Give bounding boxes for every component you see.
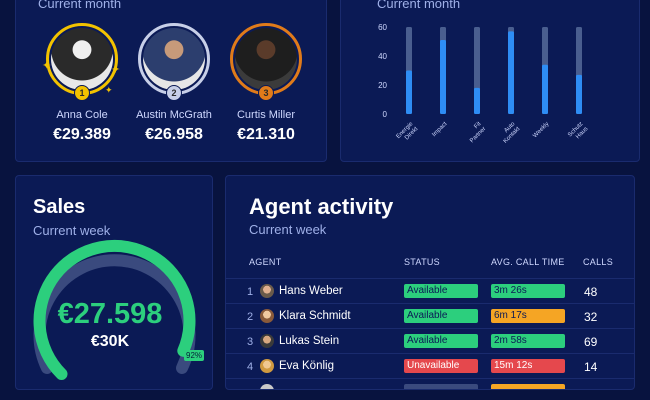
row-number: 4: [247, 361, 254, 373]
status-badge: [404, 384, 478, 389]
gauge-fill: [33, 239, 196, 380]
table-row[interactable]: [226, 378, 634, 389]
agent-name: Lukas Stein: [279, 335, 340, 347]
column-header-status[interactable]: STATUS: [404, 257, 440, 267]
bar[interactable]: [576, 74, 582, 114]
column-header-calls[interactable]: CALLS: [583, 257, 614, 267]
status-badge: Available: [404, 334, 478, 348]
avatar: [260, 284, 274, 298]
agent-name: Hans Weber: [279, 285, 343, 297]
agent-name: Klara Schmidt: [279, 310, 351, 322]
status-badge: Available: [404, 309, 478, 323]
gauge-percent-badge: 92%: [184, 350, 205, 361]
agent-name: Eva Könlig: [279, 360, 334, 372]
calls-count: 14: [584, 360, 598, 374]
table-row[interactable]: 2 Klara Schmidt Available 6m 17s 32: [226, 303, 634, 328]
avatar: [260, 384, 274, 389]
y-tick-label: 20: [378, 81, 387, 90]
bar[interactable]: [440, 40, 446, 114]
activity-subtitle: Current week: [249, 222, 327, 237]
rank-badge: 2: [166, 85, 182, 101]
rank-badge: 1: [74, 85, 90, 101]
row-number: 2: [247, 311, 254, 323]
table-row[interactable]: 3 Lukas Stein Available 2m 58s 69: [226, 328, 634, 353]
row-number: 3: [247, 336, 254, 348]
agent-name: Anna Cole: [56, 109, 108, 121]
column-header-avg-call-time[interactable]: AVG. CALL TIME: [491, 257, 565, 267]
agent-amount: €29.389: [53, 126, 111, 143]
sparkle-icon: ✦: [42, 60, 52, 72]
call-time-badge: 2m 58s: [491, 334, 565, 348]
bar[interactable]: [406, 70, 412, 115]
agent-name: Austin McGrath: [136, 109, 212, 121]
y-tick-label: 0: [383, 110, 388, 119]
activity-title: Agent activity: [249, 194, 394, 219]
x-tick-label: FitPartner: [464, 121, 487, 144]
avatar: [260, 309, 274, 323]
x-tick-label: EnergieDirekt: [396, 121, 420, 145]
call-time-badge: 6m 17s: [491, 309, 565, 323]
leaderboard-agent[interactable]: 2 Austin McGrath €26.958: [129, 23, 219, 144]
x-tick-label: AutoKontakt: [498, 121, 522, 145]
sales-card: Sales Current week €27.598 €30K 92%: [15, 175, 213, 390]
leaderboard-agent[interactable]: 3 Curtis Miller €21.310: [221, 23, 311, 144]
leaderboard-agent[interactable]: 1 ✦ ✦ ✦ Anna Cole €29.389: [37, 23, 127, 144]
bar[interactable]: [474, 87, 480, 114]
calls-count: 69: [584, 335, 598, 349]
agent-activity-card: Agent activity Current week AGENT STATUS…: [225, 175, 635, 390]
table-row[interactable]: 1 Hans Weber Available 3m 26s 48: [226, 278, 634, 303]
avatar: 2: [138, 23, 210, 101]
x-tick-label: Impact: [431, 121, 448, 138]
sales-value: €27.598: [57, 298, 163, 330]
x-tick-label: Weekly: [532, 121, 550, 139]
column-header-agent[interactable]: AGENT: [249, 257, 282, 267]
calls-chart-card: Current month 0 20 40 60 EnergieDirekt Impact…: [340, 0, 640, 162]
bar-chart: 0 20 40 60 EnergieDirekt Impact FitPartner Auto…: [378, 23, 589, 145]
status-badge: Unavailable: [404, 359, 478, 373]
rank-badge: 3: [258, 85, 274, 101]
sparkle-icon: ✦: [105, 85, 113, 95]
call-time-badge: 15m 12s: [491, 359, 565, 373]
sales-gauge: [33, 239, 196, 380]
leaderboard-card: Current month 1 ✦ ✦ ✦ Anna Cole €29.389 …: [15, 0, 327, 162]
leaderboard-subtitle: Current month: [38, 0, 122, 11]
avatar: [260, 334, 274, 348]
row-number: 1: [247, 286, 254, 298]
calls-count: 48: [584, 285, 598, 299]
sales-subtitle: Current week: [33, 223, 111, 238]
avatar: 3: [230, 23, 302, 101]
call-time-badge: [491, 384, 565, 389]
status-badge: Available: [404, 284, 478, 298]
table-row[interactable]: 4 Eva Könlig Unavailable 15m 12s 14: [226, 353, 634, 378]
avatar: 1: [46, 23, 118, 101]
sparkle-icon: ✦: [111, 64, 121, 76]
call-time-badge: 3m 26s: [491, 284, 565, 298]
calls-count: 32: [584, 310, 598, 324]
agent-amount: €21.310: [237, 126, 295, 143]
bar[interactable]: [542, 64, 548, 114]
agent-name: Curtis Miller: [236, 109, 296, 121]
x-tick-label: SchutzHaus: [567, 121, 589, 143]
y-tick-label: 60: [378, 23, 387, 32]
sales-target: €30K: [90, 333, 130, 350]
sales-title: Sales: [33, 196, 86, 218]
bar[interactable]: [508, 31, 514, 114]
agent-amount: €26.958: [145, 126, 203, 143]
chart-subtitle: Current month: [377, 0, 461, 11]
y-tick-label: 40: [378, 52, 387, 61]
avatar: [260, 359, 274, 373]
